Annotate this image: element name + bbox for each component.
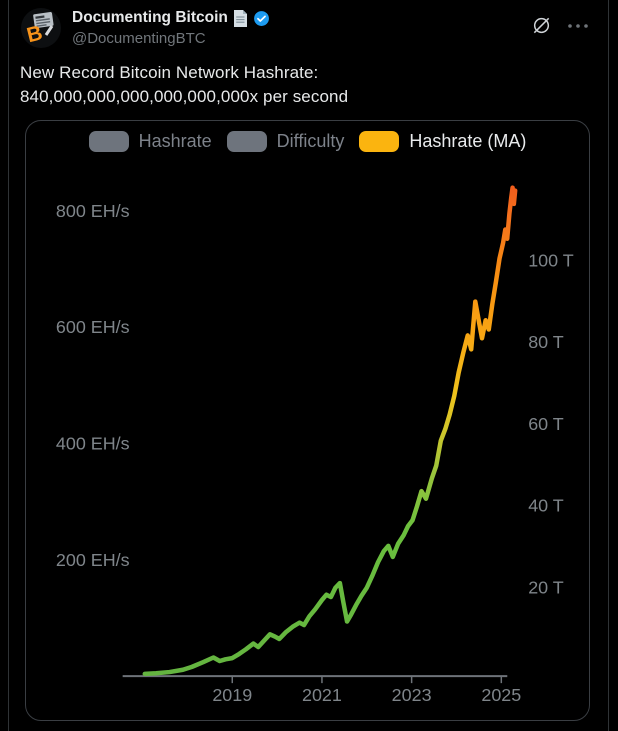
- avatar[interactable]: B: [21, 8, 61, 48]
- x-axis-label: 2019: [212, 685, 252, 705]
- legend-item-difficulty[interactable]: Difficulty: [226, 131, 345, 152]
- legend-swatch: [359, 131, 400, 152]
- newspaper-bitcoin-logo-icon: B: [25, 12, 54, 47]
- verified-badge-icon: [253, 10, 269, 26]
- tweet-text: New Record Bitcoin Network Hashrate: 840…: [20, 61, 595, 109]
- chart-legend: Hashrate Difficulty Hashrate (MA): [26, 131, 589, 152]
- x-axis-label: 2021: [302, 685, 342, 705]
- tweet-text-line1: New Record Bitcoin Network Hashrate:: [20, 63, 319, 82]
- author-handle[interactable]: @DocumentingBTC: [72, 30, 206, 47]
- legend-swatch: [88, 131, 129, 152]
- legend-swatch: [226, 131, 267, 152]
- right-axis-label: 40 T: [528, 496, 564, 516]
- hashrate-line-chart: 2019 2021 2023 2025 800 EH/s 600 EH/s 400 EH/s…: [56, 185, 574, 705]
- author-name[interactable]: Documenting Bitcoin: [72, 9, 228, 26]
- header-actions: [531, 15, 590, 36]
- left-axis-label: 200 EH/s: [56, 550, 130, 570]
- x-axis-label: 2025: [481, 685, 521, 705]
- more-options-icon[interactable]: [566, 20, 590, 32]
- left-axis-label: 400 EH/s: [56, 434, 130, 454]
- right-axis-label: 60 T: [528, 414, 564, 434]
- grok-icon[interactable]: [531, 15, 552, 36]
- author-block: Documenting Bitcoin @DocumentingBTC: [72, 9, 270, 47]
- svg-text:B: B: [25, 21, 45, 47]
- chart-card[interactable]: 2019 2021 2023 2025 800 EH/s 600 EH/s 400 EH/s…: [25, 120, 590, 721]
- x-axis-label: 2023: [392, 685, 432, 705]
- tweet-header: B Documenting Bitcoin: [21, 8, 598, 52]
- document-page-icon: [233, 9, 247, 27]
- legend-item-hashrate[interactable]: Hashrate: [88, 131, 212, 152]
- left-axis-label: 800 EH/s: [56, 201, 130, 221]
- right-axis-label: 20 T: [528, 577, 564, 597]
- legend-label: Hashrate: [138, 131, 212, 151]
- legend-item-hashrate-ma[interactable]: Hashrate (MA): [359, 131, 526, 152]
- hashrate-ma-line: [142, 185, 518, 677]
- legend-label: Hashrate (MA): [409, 131, 527, 151]
- legend-label: Difficulty: [276, 131, 345, 151]
- author-name-row: Documenting Bitcoin: [72, 9, 270, 27]
- right-axis-label: 80 T: [528, 332, 564, 352]
- tweet-text-line2: 840,000,000,000,000,000,000x per second: [20, 87, 349, 106]
- tweet-column: B Documenting Bitcoin: [8, 0, 609, 731]
- right-axis-label: 100 T: [528, 251, 574, 271]
- left-axis-label: 600 EH/s: [56, 317, 130, 337]
